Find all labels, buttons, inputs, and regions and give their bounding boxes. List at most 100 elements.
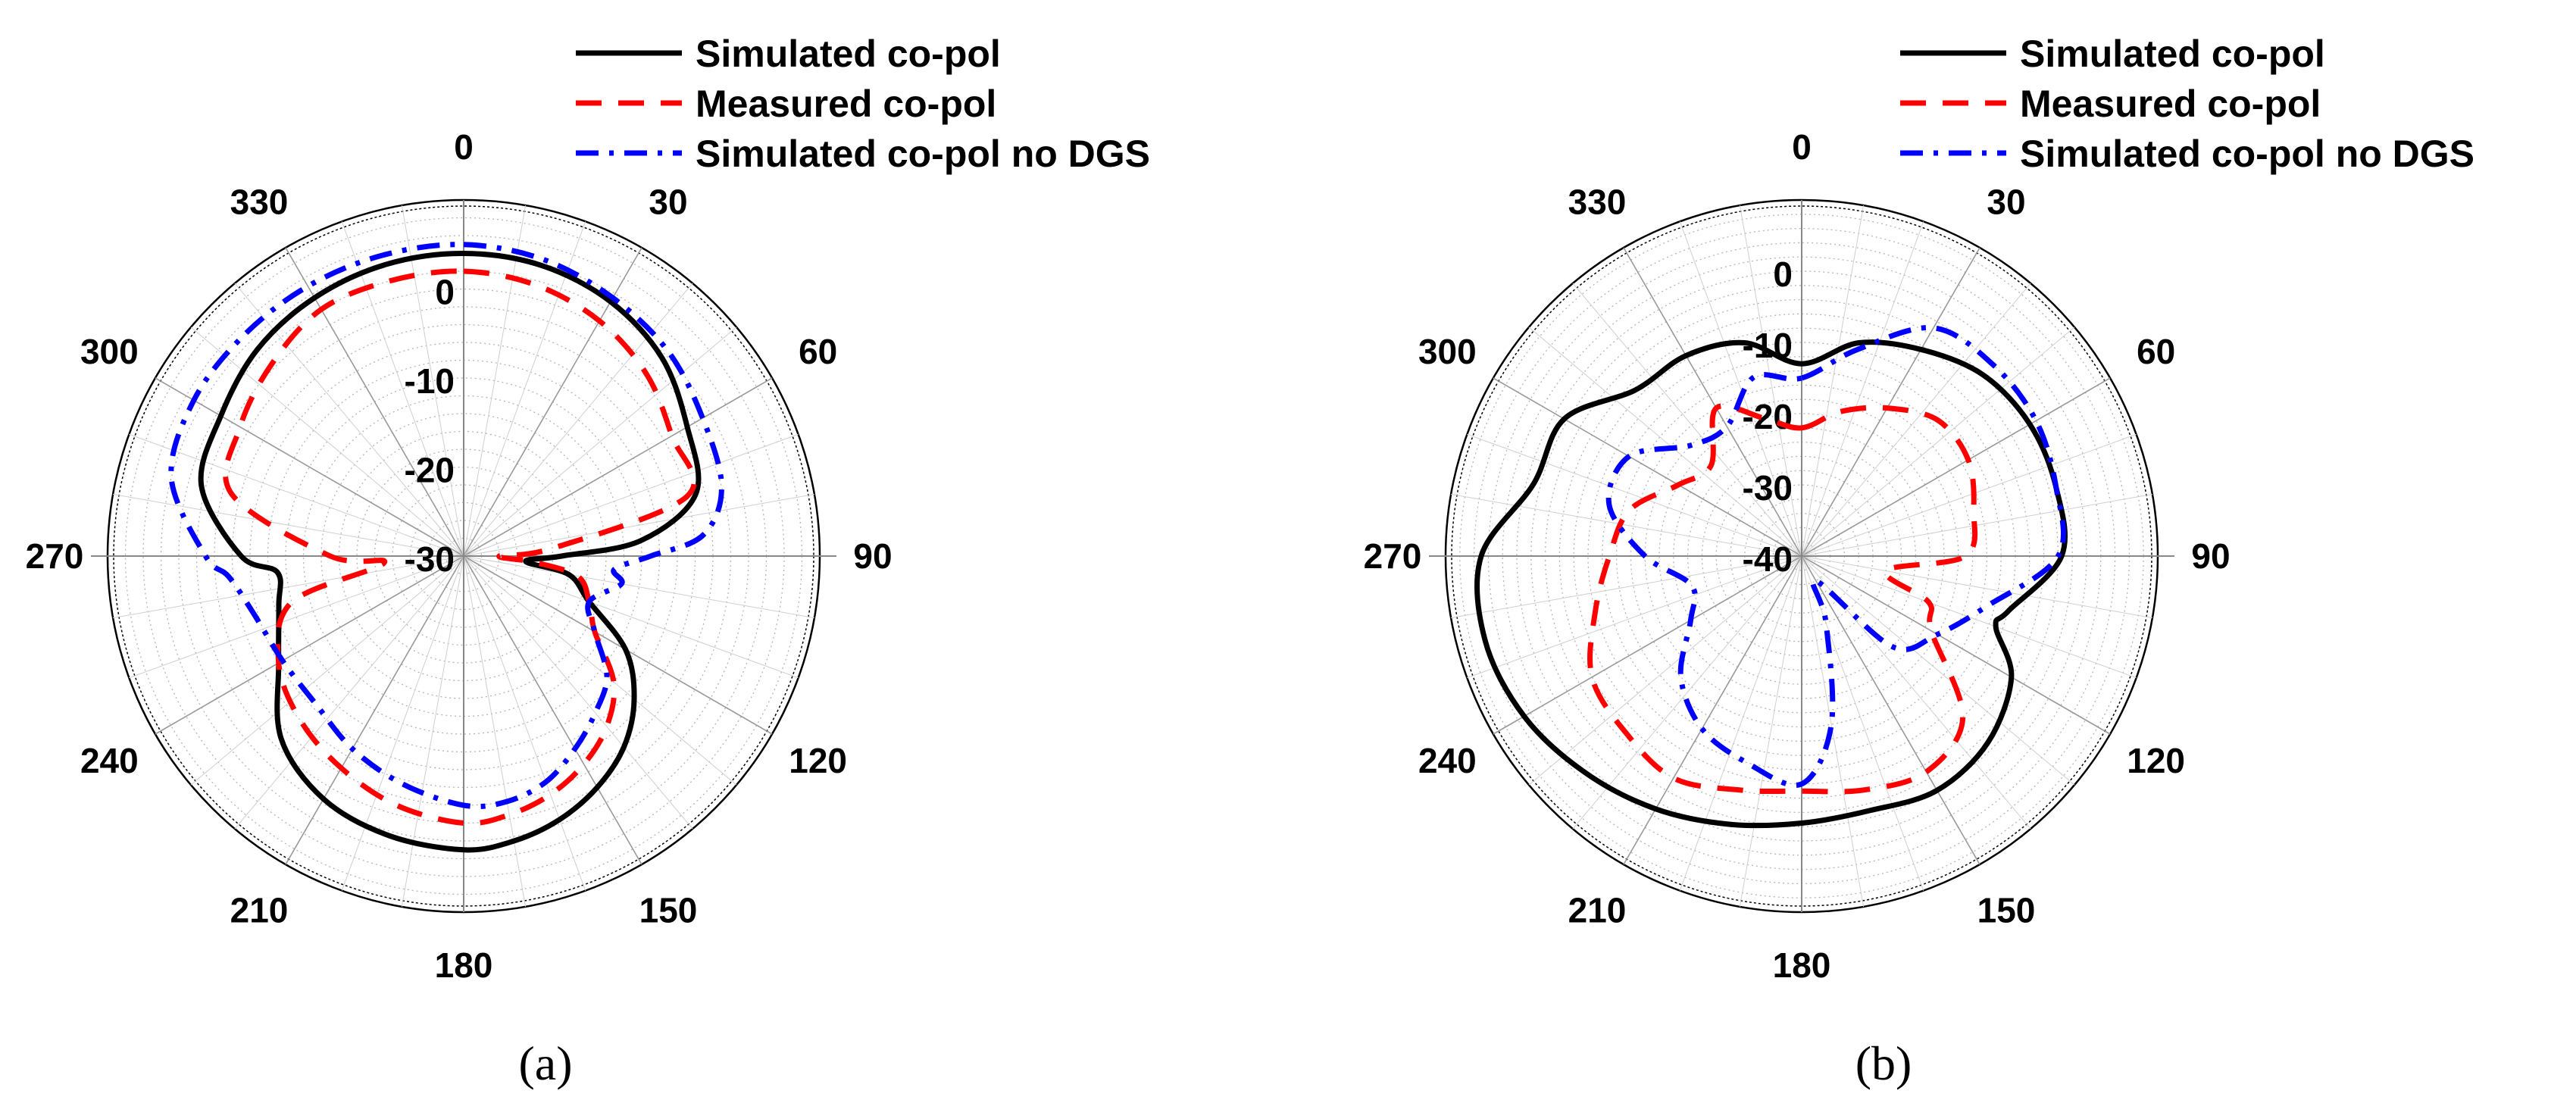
- polar-spoke: [1801, 555, 2152, 619]
- radial-tick-label: -20: [405, 451, 455, 490]
- angle-tick-label: 0: [1792, 127, 1812, 167]
- angle-tick-label: 150: [639, 891, 698, 930]
- angle-tick-label: 90: [853, 536, 892, 576]
- angle-tick-label: 330: [230, 182, 289, 221]
- polar-spoke: [1451, 555, 1802, 619]
- angle-tick-label: 30: [1987, 182, 2025, 221]
- polar-spoke: [129, 555, 464, 679]
- polar-spoke: [1801, 377, 2111, 557]
- angle-tick-label: 210: [230, 891, 289, 930]
- angle-tick-label: 270: [1364, 536, 1422, 576]
- angle-tick-label: 60: [799, 332, 837, 371]
- polar-spoke: [190, 555, 464, 786]
- polar-spoke: [1739, 205, 1802, 557]
- polar-spoke: [113, 555, 464, 619]
- polar-spoke: [1493, 377, 1802, 557]
- polar-spoke: [1467, 555, 1802, 679]
- legend-label-1: Measured co-pol: [2020, 83, 2321, 125]
- angle-tick-label: 300: [1418, 332, 1477, 371]
- polar-spoke: [463, 555, 693, 830]
- polar-spoke: [401, 205, 464, 557]
- polar-spoke: [463, 377, 773, 557]
- angle-tick-label: 240: [80, 741, 139, 780]
- angle-tick-label: 300: [80, 332, 139, 371]
- polar-spoke: [1623, 247, 1802, 557]
- polar-spoke: [190, 327, 464, 557]
- polar-spoke: [463, 205, 527, 557]
- series-line-1: [223, 268, 697, 827]
- polar-chart-b: 03060901201501802102402703003300-10-20-3…: [1364, 33, 2474, 1090]
- panel-caption: (a): [518, 1036, 572, 1090]
- polar-spoke: [1739, 555, 1802, 907]
- polar-spoke: [463, 433, 799, 557]
- polar-spoke: [1623, 555, 1802, 865]
- polar-spoke: [341, 555, 464, 891]
- polar-spoke: [1679, 555, 1802, 891]
- polar-spoke: [463, 555, 814, 619]
- polar-spoke: [463, 555, 586, 891]
- polar-spoke: [1679, 221, 1802, 557]
- polar-spoke: [463, 555, 527, 907]
- polar-spoke: [1801, 205, 1865, 557]
- polar-spoke: [463, 327, 737, 557]
- angle-tick-label: 180: [1773, 945, 1831, 985]
- polar-spoke: [1801, 433, 2137, 557]
- polar-spoke: [1801, 221, 1924, 557]
- polar-spoke: [129, 433, 464, 557]
- polar-spoke: [155, 555, 464, 735]
- polar-spoke: [463, 555, 799, 679]
- legend-label-0: Simulated co-pol: [2020, 33, 2325, 75]
- polar-spoke: [1801, 555, 2111, 735]
- polar-spoke: [1528, 327, 1802, 557]
- legend-label-1: Measured co-pol: [696, 83, 996, 125]
- angle-tick-label: 90: [2191, 536, 2230, 576]
- polar-spoke: [1493, 555, 1802, 735]
- polar-spoke: [1801, 283, 2031, 557]
- polar-spoke: [234, 555, 464, 830]
- angle-tick-label: 120: [2127, 741, 2185, 780]
- series-line-0: [1474, 339, 2068, 829]
- radial-tick-label: -20: [1743, 397, 1793, 436]
- polar-spoke: [1528, 555, 1802, 786]
- angle-tick-label: 60: [2137, 332, 2175, 371]
- series-line-2: [168, 242, 725, 810]
- angle-tick-label: 210: [1568, 891, 1627, 930]
- angle-tick-label: 270: [26, 536, 84, 576]
- polar-spoke: [1801, 555, 2137, 679]
- angle-tick-label: 180: [435, 945, 493, 985]
- angle-tick-label: 330: [1568, 182, 1627, 221]
- angle-tick-label: 240: [1418, 741, 1477, 780]
- polar-spoke: [1467, 433, 1802, 557]
- legend-label-2: Simulated co-pol no DGS: [696, 133, 1150, 175]
- polar-spoke: [1572, 555, 1802, 830]
- polar-spoke: [155, 377, 464, 557]
- polar-spoke: [1451, 493, 1802, 557]
- polar-spoke: [463, 493, 814, 557]
- polar-spoke: [463, 283, 693, 557]
- radial-tick-label: -30: [1743, 468, 1793, 508]
- legend-label-2: Simulated co-pol no DGS: [2020, 133, 2474, 175]
- radial-tick-label: 0: [1773, 255, 1793, 294]
- polar-spoke: [463, 555, 737, 786]
- polar-spoke: [1801, 555, 1924, 891]
- radial-tick-label: 0: [435, 273, 455, 312]
- polar-chart-a: 0 30 60 90 120 150 180 210 240 270 300 330 0 -10 -20 -3…: [26, 33, 1150, 1090]
- radial-tick-label: -40: [1743, 539, 1793, 579]
- polar-spoke: [234, 283, 464, 557]
- polar-spoke: [1801, 555, 2075, 786]
- polar-spoke: [285, 555, 464, 865]
- panel-caption: (b): [1855, 1036, 1912, 1090]
- angle-tick-label: 0: [454, 127, 474, 167]
- polar-spoke: [341, 221, 464, 557]
- legend-label-0: Simulated co-pol: [696, 33, 1001, 75]
- polar-spoke: [113, 493, 464, 557]
- radial-tick-label: -30: [405, 539, 455, 579]
- angle-tick-label: 30: [649, 182, 687, 221]
- angle-tick-label: 120: [789, 741, 847, 780]
- polar-spoke: [1801, 247, 1980, 557]
- polar-spoke: [463, 555, 773, 735]
- polar-spoke: [1572, 283, 1802, 557]
- polar-spoke: [463, 555, 642, 865]
- series-line-0: [198, 250, 702, 853]
